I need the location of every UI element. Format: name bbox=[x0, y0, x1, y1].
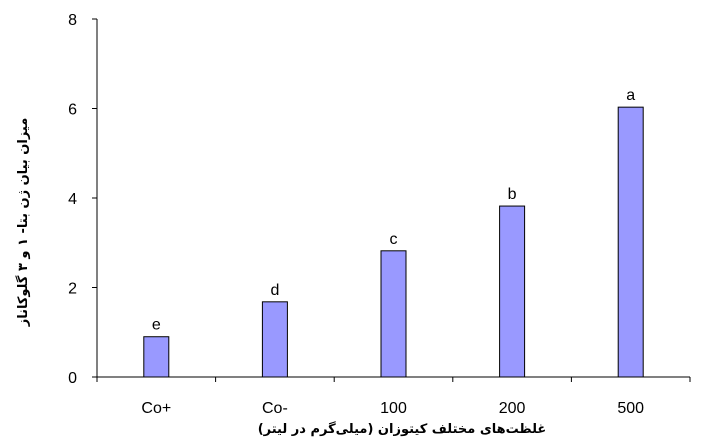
x-category-label: 500 bbox=[617, 400, 644, 417]
bars: e d c b a bbox=[143, 87, 644, 378]
x-axis-title: غلظت‌های مختلف کیتوزان (میلی‌گرم در لیتر… bbox=[258, 421, 547, 437]
bar bbox=[499, 205, 526, 378]
significance-letter: e bbox=[152, 317, 161, 334]
y-tick-label: 0 bbox=[68, 370, 77, 387]
bar bbox=[617, 106, 644, 378]
y-axis-ticks: 0 2 4 6 8 bbox=[68, 12, 97, 387]
bar bbox=[261, 301, 288, 378]
bar bbox=[380, 250, 407, 378]
significance-letter: d bbox=[270, 282, 279, 299]
y-tick-label: 2 bbox=[68, 281, 77, 298]
y-tick-label: 6 bbox=[68, 102, 77, 119]
significance-letter: b bbox=[508, 186, 517, 203]
y-tick-label: 4 bbox=[68, 191, 77, 208]
x-category-label: Co+ bbox=[141, 400, 171, 417]
significance-letter: c bbox=[390, 231, 398, 248]
y-tick-label: 8 bbox=[68, 12, 77, 29]
y-axis-title: میزان بیان ژن بتا- ۱ و ۳ گلوکاناز bbox=[15, 118, 31, 328]
x-category-label: 100 bbox=[380, 400, 407, 417]
bar bbox=[143, 336, 170, 378]
x-axis-ticks: Co+ Co- 100 200 500 bbox=[96, 377, 691, 417]
x-category-label: Co- bbox=[262, 400, 288, 417]
x-category-label: 200 bbox=[499, 400, 526, 417]
significance-letter: a bbox=[626, 87, 635, 104]
